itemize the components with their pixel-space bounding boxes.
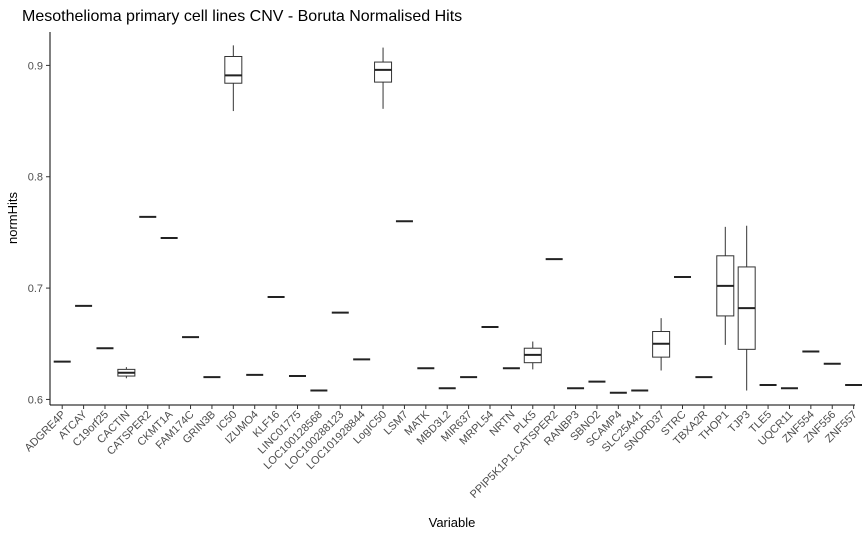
y-tick-label: 0.7 xyxy=(28,283,43,295)
y-tick-label: 0.6 xyxy=(28,394,43,406)
y-axis-title: normHits xyxy=(5,192,20,245)
box xyxy=(374,61,393,83)
y-tick-label: 0.8 xyxy=(28,172,43,184)
box xyxy=(224,55,243,84)
y-tick-label: 0.9 xyxy=(28,60,43,72)
x-axis-title: Variable xyxy=(429,515,476,530)
chart-title: Mesothelioma primary cell lines CNV - Bo… xyxy=(22,8,462,25)
